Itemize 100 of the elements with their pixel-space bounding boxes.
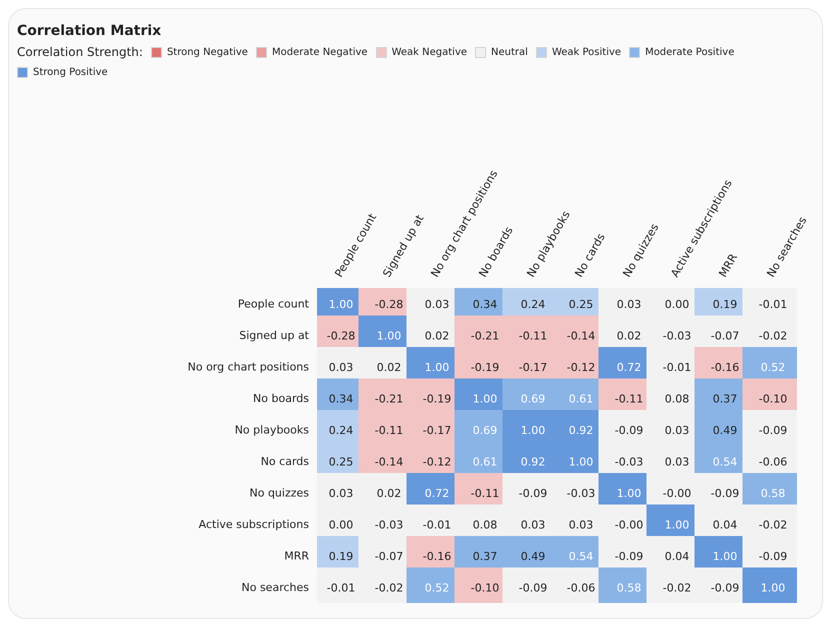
data-label: 1.00 — [424, 360, 450, 374]
data-label: -0.03 — [566, 486, 596, 500]
y-tick-label: No playbooks — [234, 424, 310, 437]
data-label: -0.12 — [566, 360, 596, 374]
text: Moderate Positive — [644, 46, 734, 58]
data-label: -0.14 — [566, 329, 596, 342]
data-label: 0.24 — [520, 298, 546, 311]
data-label: 0.00 — [328, 518, 354, 532]
text: Strong Positive — [32, 67, 108, 78]
data-label: -0.03 — [374, 518, 404, 532]
data-label: -0.21 — [374, 392, 404, 406]
data-label: 0.03 — [328, 360, 354, 374]
data-label: -0.02 — [758, 518, 788, 532]
data-label: 0.03 — [520, 518, 546, 532]
data-label: -0.09 — [614, 550, 644, 563]
data-label: -0.03 — [662, 329, 692, 342]
data-label: 1.00 — [376, 329, 402, 342]
data-label: 0.34 — [328, 392, 354, 406]
data-label: 0.49 — [712, 424, 738, 437]
data-label: -0.17 — [518, 360, 548, 374]
y-tick-label: No org chart positions — [188, 360, 310, 374]
data-label: 0.02 — [376, 486, 402, 500]
data-label: 0.02 — [424, 329, 450, 342]
data-label: 0.02 — [616, 329, 642, 342]
text: Neutral — [490, 46, 528, 58]
data-label: -0.10 — [758, 392, 788, 406]
data-label: 0.03 — [424, 298, 450, 311]
data-label: 0.00 — [664, 298, 690, 311]
data-label: -0.02 — [758, 329, 788, 342]
data-label: -0.12 — [422, 455, 452, 468]
data-label: 1.00 — [712, 550, 738, 563]
data-label: 0.58 — [760, 486, 786, 500]
data-label: -0.07 — [710, 329, 740, 342]
data-label: 0.03 — [664, 455, 690, 468]
data-label: 0.52 — [424, 581, 450, 594]
data-label: 0.54 — [712, 455, 738, 468]
y-tick-label: MRR — [284, 550, 310, 563]
data-label: -0.19 — [422, 392, 452, 406]
data-label: 0.02 — [376, 360, 402, 374]
data-label: 0.69 — [520, 392, 546, 406]
data-label: -0.10 — [470, 581, 500, 594]
text: Weak Negative — [390, 46, 468, 58]
data-label: 0.25 — [328, 455, 354, 468]
data-label: -0.09 — [710, 581, 740, 594]
y-tick-label: Active subscriptions — [198, 518, 310, 532]
data-label: -0.06 — [758, 455, 788, 468]
text: Weak Positive — [550, 46, 622, 58]
data-label: -0.09 — [518, 581, 548, 594]
y-tick-label: No searches — [242, 581, 310, 594]
data-label: 0.72 — [616, 360, 642, 374]
text: Strong Negative — [166, 46, 248, 58]
data-label: -0.01 — [326, 581, 356, 594]
y-tick-label: People count — [238, 298, 310, 311]
data-label: -0.09 — [758, 424, 788, 437]
data-label: 0.37 — [472, 550, 498, 563]
data-label: 0.58 — [616, 581, 642, 594]
data-label: -0.07 — [374, 550, 404, 563]
y-tick-label: No boards — [253, 392, 310, 406]
data-label: -0.09 — [518, 486, 548, 500]
data-label: -0.06 — [566, 581, 596, 594]
data-label: 1.00 — [760, 581, 786, 594]
y-tick-label: No quizzes — [249, 486, 310, 500]
data-label: -0.17 — [422, 424, 452, 437]
data-label: 0.61 — [472, 455, 498, 468]
data-label: 1.00 — [472, 392, 498, 406]
text: Moderate Negative — [270, 46, 368, 58]
data-label: 0.08 — [472, 518, 498, 532]
data-label: 0.08 — [664, 392, 690, 406]
data-label: -0.28 — [326, 329, 356, 342]
data-label: -0.01 — [758, 298, 788, 311]
data-label: 1.00 — [664, 518, 690, 532]
data-label: -0.28 — [374, 298, 404, 311]
data-label: -0.01 — [662, 360, 692, 374]
data-label: -0.09 — [614, 424, 644, 437]
data-label: -0.14 — [374, 455, 404, 468]
data-label: -0.09 — [710, 486, 740, 500]
data-label: 0.03 — [568, 518, 594, 532]
data-label: -0.02 — [374, 581, 404, 594]
data-label: -0.21 — [470, 329, 500, 342]
data-label: -0.16 — [710, 360, 740, 374]
data-label: 0.03 — [664, 424, 690, 437]
data-label: 0.69 — [472, 424, 498, 437]
data-label: -0.11 — [518, 329, 548, 342]
data-label: 0.19 — [328, 550, 354, 563]
y-tick-label: No cards — [260, 455, 310, 468]
data-label: 0.37 — [712, 392, 738, 406]
data-label: 0.04 — [664, 550, 690, 563]
legend-title: Correlation Strength: — [17, 45, 143, 59]
data-label: 0.61 — [568, 392, 594, 406]
y-tick-label: Signed up at — [239, 329, 310, 342]
data-label: -0.16 — [422, 550, 452, 563]
data-label: 0.92 — [568, 424, 594, 437]
data-label: 1.00 — [568, 455, 594, 468]
data-label: -0.11 — [614, 392, 644, 406]
data-label: -0.11 — [374, 424, 404, 437]
data-label: 0.04 — [712, 518, 738, 532]
data-label: -0.03 — [614, 455, 644, 468]
data-label: 0.54 — [568, 550, 594, 563]
data-label: -0.00 — [614, 518, 644, 532]
text: Correlation Matrix — [17, 23, 162, 39]
